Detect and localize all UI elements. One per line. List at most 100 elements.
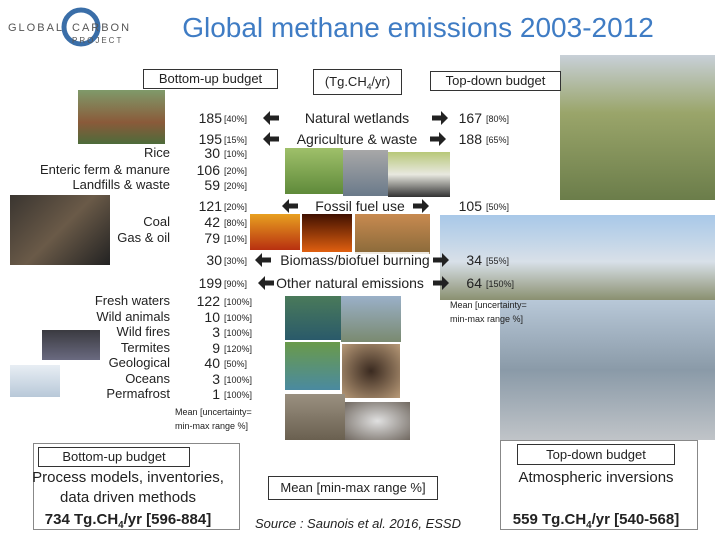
- photo: [440, 215, 715, 300]
- uncertainty: [30%]: [224, 256, 248, 266]
- uncertainty: [20%]: [224, 166, 248, 176]
- uncertainty: [55%]: [486, 256, 510, 266]
- unit: 4: [586, 520, 592, 531]
- source-label: Source: [255, 516, 297, 531]
- sub-source-label: Wild fires: [116, 324, 170, 339]
- sub-source-label: Enteric ferm & manure: [39, 162, 170, 177]
- uncertainty: [100%]: [224, 313, 253, 323]
- top-down-value: 105: [458, 198, 482, 214]
- uncertainty: [50%]: [486, 202, 510, 212]
- top-down-value: 64: [466, 275, 482, 291]
- sub-source-value: 122: [196, 293, 220, 309]
- footer-title: Top-down budget: [517, 444, 675, 465]
- arrow: [263, 111, 279, 125]
- range: [596-884]: [146, 511, 212, 528]
- uncertainty: [10%]: [224, 149, 248, 159]
- sub-source-value: 106: [196, 162, 220, 178]
- sub-source-value: 42: [204, 214, 220, 230]
- uncertainty: [50%]: [224, 359, 248, 369]
- uncertainty: [10%]: [224, 234, 248, 244]
- source-label: Natural wetlands: [304, 110, 410, 126]
- footer-title: Bottom-up budget: [38, 447, 190, 467]
- photo: [355, 214, 430, 254]
- photo: [250, 214, 300, 250]
- uncertainty: [100%]: [224, 375, 253, 385]
- source-label: Biomass/biofuel burning: [280, 252, 430, 268]
- sub-source-label: Termites: [120, 340, 170, 355]
- source: Source : Saunois et al. 2016, ESSD: [255, 516, 461, 531]
- uncertainty: [20%]: [224, 202, 248, 212]
- uncertainty: [15%]: [224, 135, 248, 145]
- photo: [343, 150, 388, 196]
- photo: [42, 330, 100, 360]
- note: min-max range %]: [175, 421, 249, 431]
- logo-text: PROJECT: [72, 36, 124, 45]
- photo: [285, 394, 345, 440]
- sub-source-label: Landfills & waste: [72, 177, 170, 192]
- photo: [302, 214, 352, 252]
- uncertainty: [80%]: [486, 114, 510, 124]
- sub-source-label: Oceans: [125, 371, 170, 386]
- top-down-value: 167: [458, 110, 482, 126]
- unit-box: (Tg.CH4/yr): [313, 69, 402, 95]
- sub-source-value: 30: [204, 145, 220, 161]
- uncertainty: [20%]: [224, 181, 248, 191]
- photo: [341, 296, 401, 342]
- photo: [500, 300, 715, 440]
- footer-total: 559 Tg.CH4/yr [540-568]: [513, 511, 679, 531]
- arrow: [430, 132, 446, 146]
- arrow: [258, 276, 274, 290]
- top-down-value: 188: [458, 131, 482, 147]
- sub-source-value: 1: [212, 386, 220, 402]
- uncertainty: [90%]: [224, 279, 248, 289]
- total-value: 734: [44, 511, 70, 528]
- logo-text: CARBON: [72, 22, 132, 34]
- photo: [285, 148, 343, 194]
- source-label: Fossil fuel use: [315, 198, 405, 214]
- photo: [342, 344, 400, 398]
- source-label: Agriculture & waste: [296, 131, 418, 147]
- total-value: 559: [512, 511, 538, 528]
- unit: /yr: [591, 511, 610, 528]
- sub-source-label: Wild animals: [96, 309, 170, 324]
- bottom-up-value: 199: [198, 275, 222, 291]
- photo: [560, 55, 715, 200]
- sub-source-label: Geological: [108, 355, 170, 370]
- footer-text: Process models, inventories,: [32, 469, 224, 486]
- unit: 4: [118, 520, 124, 531]
- arrow: [263, 132, 279, 146]
- bottom-up-value: 195: [198, 131, 222, 147]
- sub-source-label: Fresh waters: [94, 293, 170, 308]
- sub-source-label: Permafrost: [106, 386, 170, 401]
- unit: Tg.CH: [542, 511, 587, 528]
- arrow: [255, 253, 271, 267]
- sub-source-label: Gas & oil: [117, 230, 170, 245]
- bottom-up-value: 30: [206, 252, 222, 268]
- photo: [285, 342, 340, 390]
- note: min-max range %]: [450, 314, 524, 324]
- sub-source-value: 3: [212, 324, 220, 340]
- arrow: [413, 199, 429, 213]
- legend-box: Mean [min-max range %]: [268, 476, 438, 500]
- sub-source-value: 9: [212, 340, 220, 356]
- bottom-up-value: 185: [198, 110, 222, 126]
- footer-text: data driven methods: [60, 489, 196, 506]
- uncertainty: [120%]: [224, 344, 253, 354]
- uncertainty: [65%]: [486, 135, 510, 145]
- unit: Tg.CH: [74, 511, 119, 528]
- source-label: Other natural emissions: [276, 275, 424, 291]
- header-box: Bottom-up budget: [143, 69, 278, 89]
- footer-text: Atmospheric inversions: [518, 469, 674, 486]
- sub-source-value: 10: [204, 309, 220, 325]
- bottom-up-value: 121: [198, 198, 222, 214]
- logo-mark: [61, 7, 101, 47]
- photo: [388, 152, 450, 197]
- note: Mean [uncertainty=: [450, 300, 527, 310]
- uncertainty: [80%]: [224, 218, 248, 228]
- unit: 4: [366, 81, 372, 92]
- arrow: [433, 276, 449, 290]
- note: Mean [uncertainty=: [175, 407, 252, 417]
- photo: [10, 195, 110, 265]
